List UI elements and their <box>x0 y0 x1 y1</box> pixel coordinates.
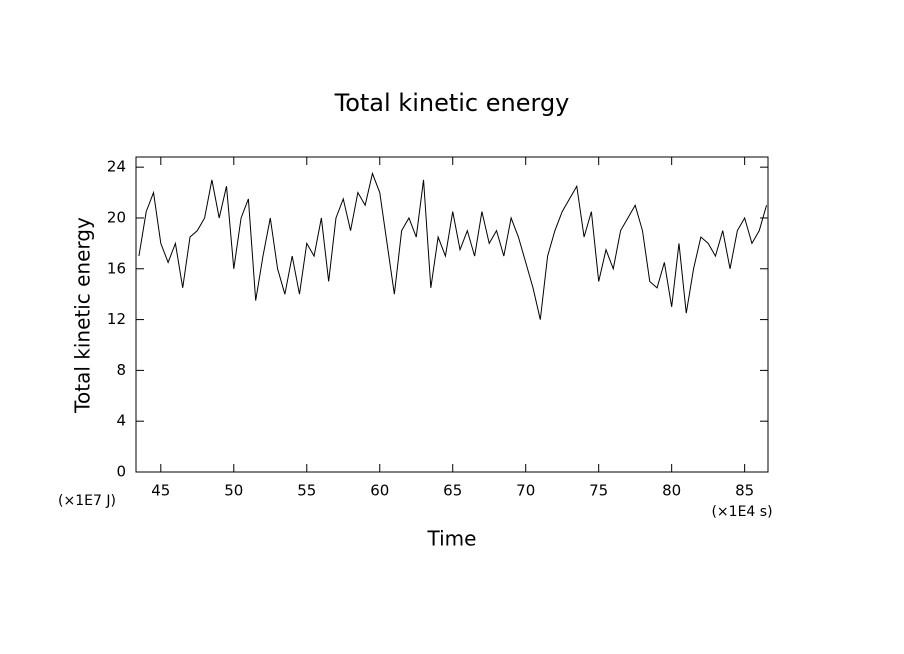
y-unit: (×1E7 J) <box>58 493 116 509</box>
x-tick-label: 65 <box>443 482 462 500</box>
x-tick-label: 75 <box>589 482 608 500</box>
y-tick-label: 24 <box>107 158 126 176</box>
data-line <box>138 171 768 320</box>
y-axis-label: Total kinetic energy <box>71 217 95 414</box>
y-tick-label: 12 <box>107 310 126 328</box>
x-axis-label: Time <box>427 527 477 551</box>
x-tick-label: 80 <box>662 482 681 500</box>
x-tick-label: 60 <box>370 482 389 500</box>
x-tick-label: 70 <box>516 482 535 500</box>
y-tick-label: 0 <box>116 463 126 481</box>
x-unit: (×1E4 s) <box>711 504 772 520</box>
x-tick-label: 50 <box>224 482 243 500</box>
x-tick-label: 45 <box>151 482 170 500</box>
y-tick-label: 8 <box>116 361 126 379</box>
x-tick-label: 85 <box>735 482 754 500</box>
y-tick-label: 4 <box>116 412 126 430</box>
x-tick-label: 55 <box>297 482 316 500</box>
y-tick-label: 20 <box>107 208 126 226</box>
plot-frame <box>135 156 769 473</box>
chart-title: Total kinetic energy <box>334 89 570 117</box>
y-tick-label: 16 <box>107 259 126 277</box>
